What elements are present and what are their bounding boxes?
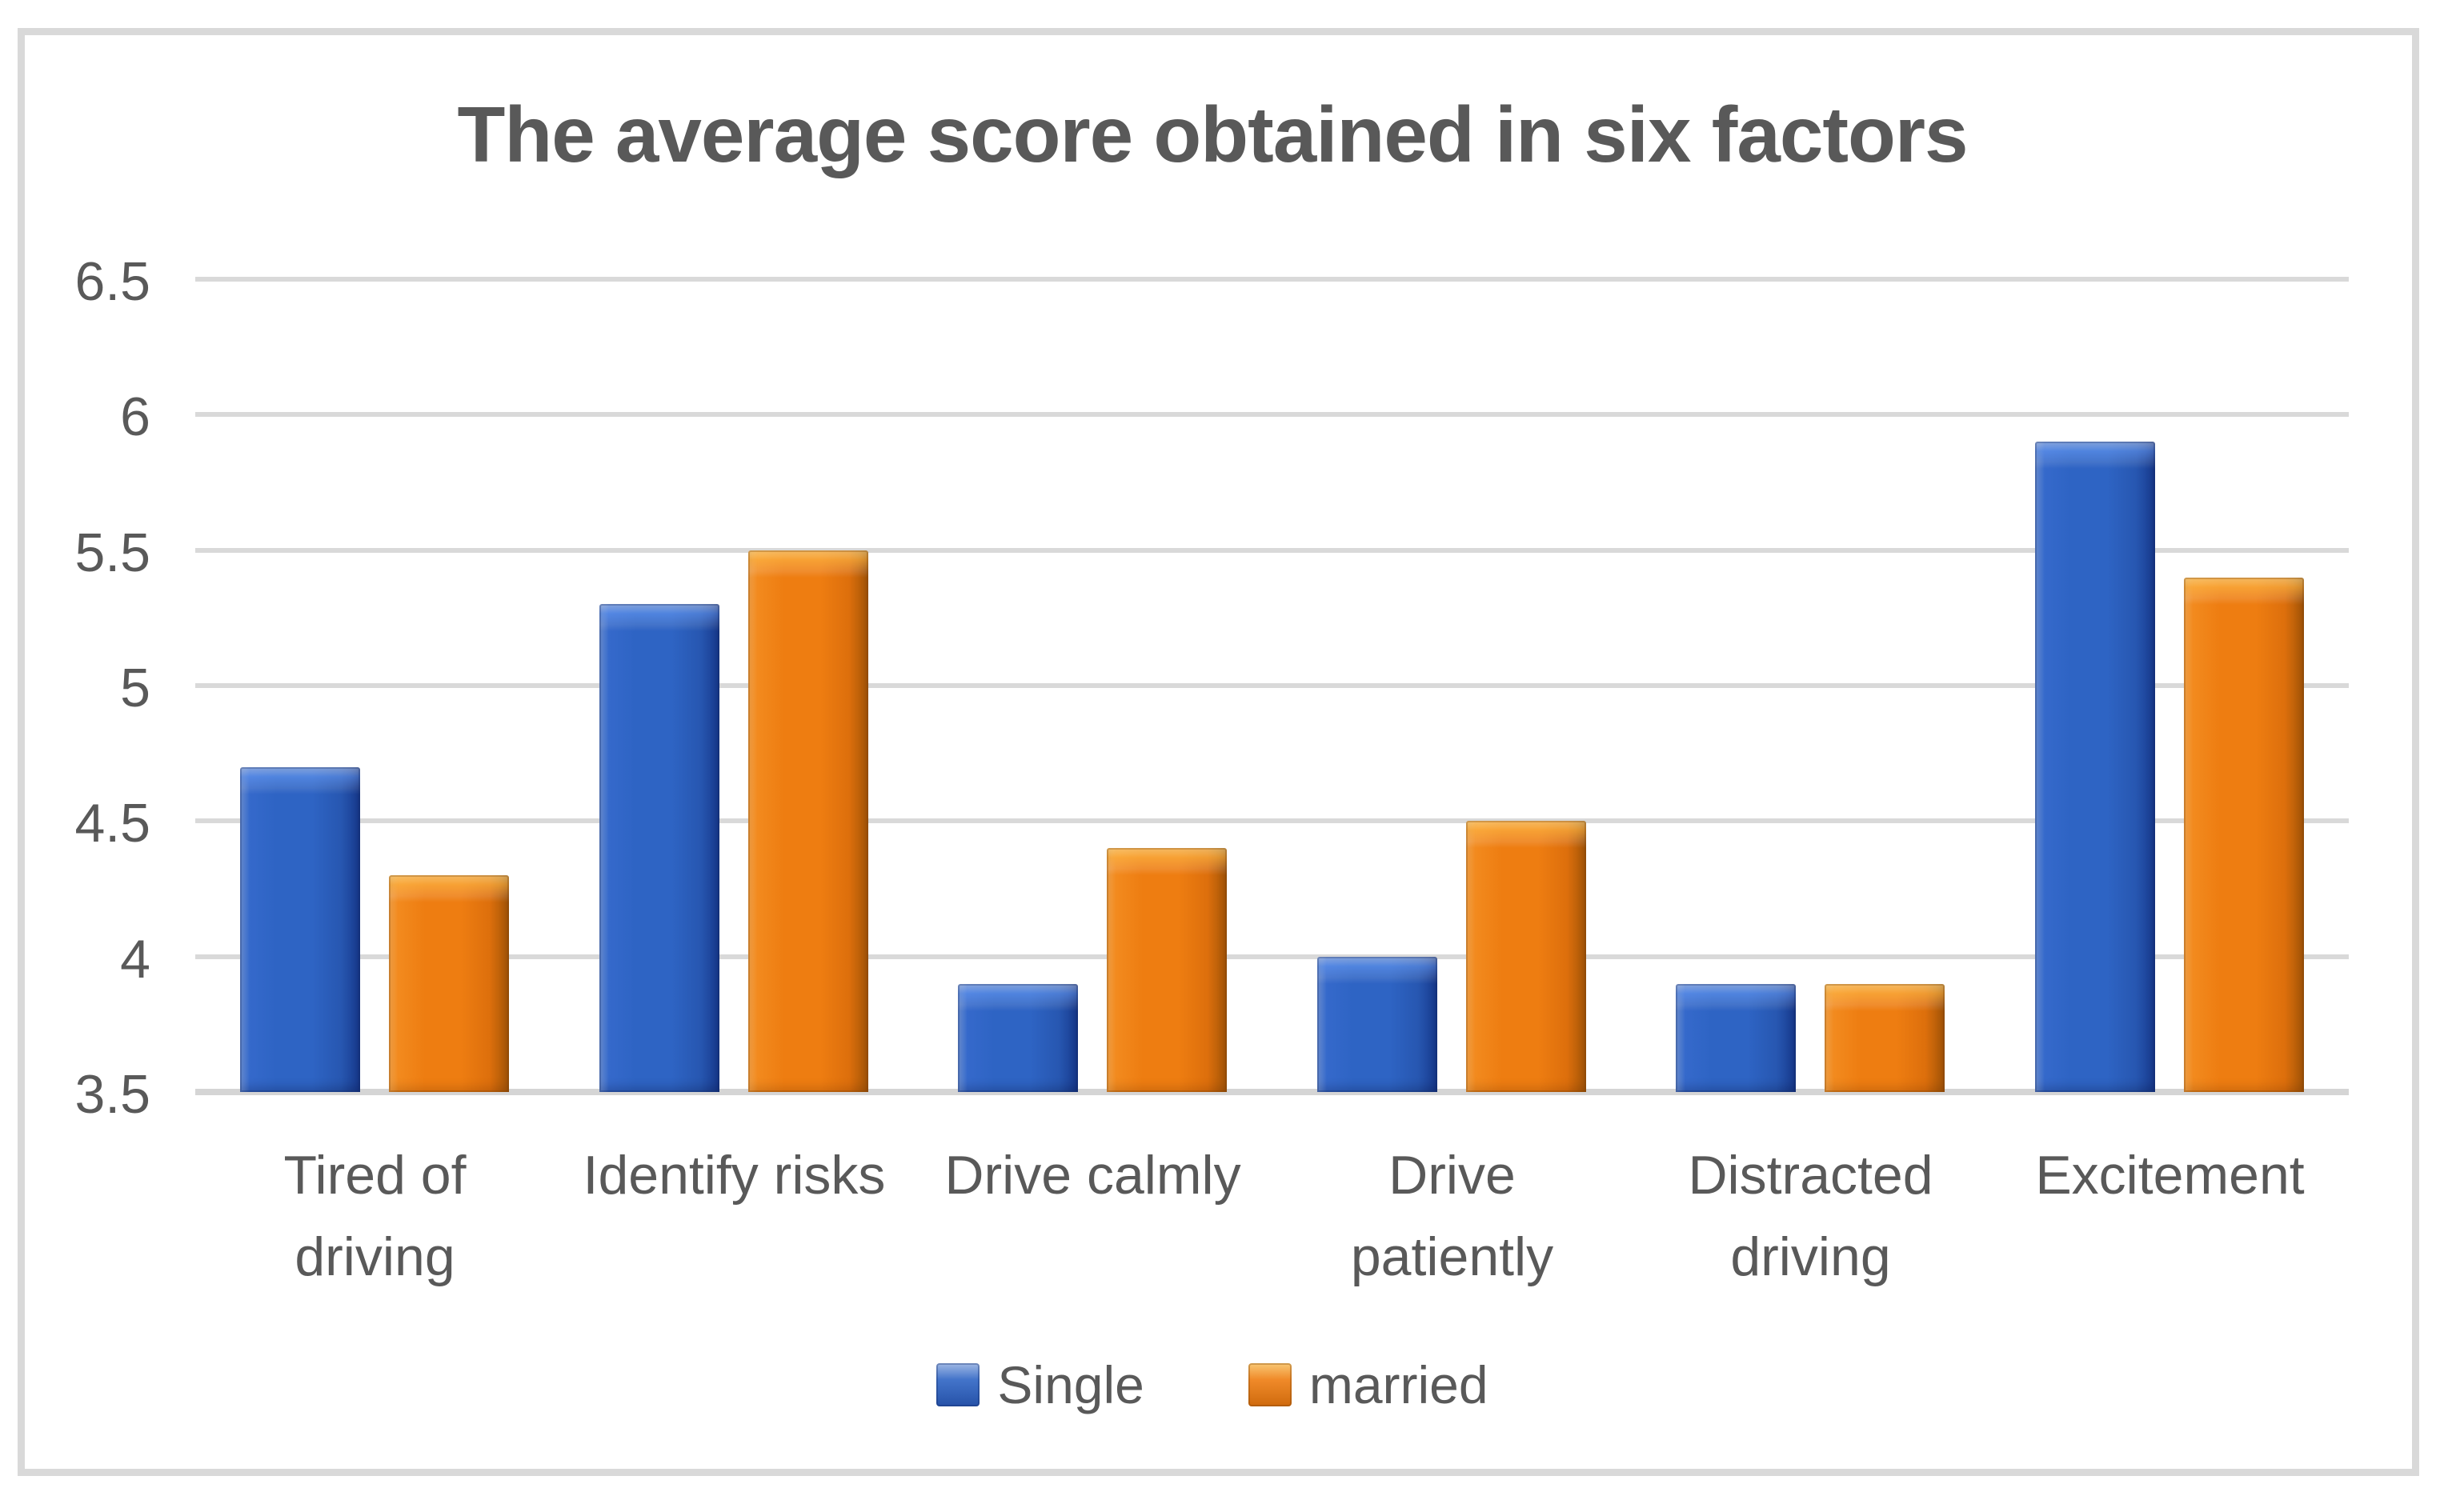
chart-frame — [18, 28, 2419, 1476]
x-axis-label-excitement: Excitement — [1990, 1134, 2350, 1216]
bar-married-distracted-driving — [1825, 984, 1945, 1092]
y-tick-label-5.5: 5.5 — [74, 522, 150, 583]
x-axis-label-line: driving — [294, 1226, 455, 1287]
bar-married-tired-of-driving — [389, 875, 509, 1092]
x-axis-label-identify-risks: Identify risks — [555, 1134, 914, 1216]
bar-single-drive-patiently — [1317, 957, 1437, 1092]
bar-married-excitement — [2184, 578, 2304, 1092]
legend-item-married: married — [1248, 1354, 1488, 1415]
y-tick-label-6.5: 6.5 — [74, 251, 150, 312]
x-axis-label-tired-of-driving: Tired of driving — [195, 1134, 555, 1298]
legend-swatch-married-icon — [1248, 1363, 1292, 1406]
legend-label-married: married — [1308, 1355, 1488, 1414]
chart-title: The average score obtained in six factor… — [457, 90, 1968, 178]
y-tick-label-4.5: 4.5 — [74, 793, 150, 854]
bar-married-drive-calmly — [1107, 848, 1227, 1092]
bar-married-drive-patiently — [1466, 821, 1586, 1092]
bar-single-tired-of-driving — [240, 767, 360, 1092]
legend: Single married — [0, 1354, 2425, 1415]
legend-label-single: Single — [997, 1355, 1144, 1414]
x-axis-label-line: Drive calmly — [944, 1145, 1241, 1206]
x-axis-label-line: driving — [1730, 1226, 1891, 1287]
y-tick-label-6: 6 — [120, 386, 150, 448]
legend-swatch-single-icon — [936, 1363, 980, 1406]
gridline-3.5 — [195, 1089, 2349, 1095]
x-axis-label-drive-calmly: Drive calmly — [913, 1134, 1272, 1216]
bar-single-distracted-driving — [1676, 984, 1796, 1092]
x-axis-label-line: patiently — [1350, 1226, 1554, 1287]
bar-single-excitement — [2035, 442, 2155, 1092]
x-axis-label-line: Drive — [1388, 1145, 1516, 1206]
x-axis-label-distracted-driving: Distracted driving — [1631, 1134, 1990, 1298]
x-axis-label-drive-patiently: Drive patiently — [1272, 1134, 1632, 1298]
y-tick-label-3.5: 3.5 — [74, 1064, 150, 1125]
legend-item-single: Single — [936, 1354, 1144, 1415]
x-axis-label-line: Distracted — [1688, 1145, 1933, 1206]
y-tick-label-5: 5 — [120, 658, 150, 718]
gridline-5.5 — [195, 547, 2349, 553]
gridline-5 — [195, 683, 2349, 688]
x-axis-label-line: Tired of — [283, 1145, 467, 1206]
x-axis-label-line: Excitement — [2035, 1145, 2305, 1206]
gridline-4 — [195, 954, 2349, 959]
y-tick-label-4: 4 — [120, 928, 150, 990]
bar-single-identify-risks — [599, 604, 719, 1092]
bar-single-drive-calmly — [958, 984, 1078, 1092]
gridline-6.5 — [195, 277, 2349, 282]
gridline-6 — [195, 412, 2349, 418]
x-axis-label-line: Identify risks — [583, 1145, 886, 1206]
gridline-4.5 — [195, 818, 2349, 824]
bar-married-identify-risks — [748, 550, 868, 1092]
